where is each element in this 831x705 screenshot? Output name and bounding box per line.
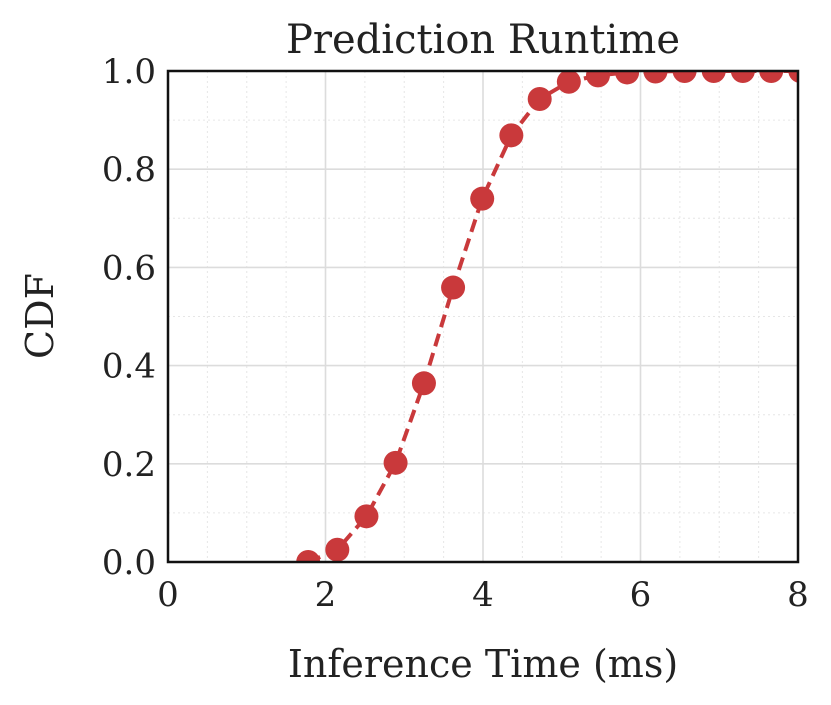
plot-frame (166, 69, 800, 564)
data-point (672, 71, 697, 83)
y-tick-label: 1.0 (102, 52, 156, 92)
data-point (411, 371, 436, 396)
data-point (788, 71, 798, 83)
data-point (759, 71, 784, 83)
data-point (585, 71, 610, 88)
y-tick-label: 0.2 (102, 445, 156, 485)
data-point (556, 71, 581, 94)
data-point (701, 71, 726, 83)
series-layer (296, 71, 798, 562)
y-tick-label: 0.0 (102, 543, 156, 583)
data-point (296, 550, 321, 562)
x-axis-label: Inference Time (ms) (288, 642, 678, 686)
data-point (730, 71, 755, 83)
x-tick-label: 0 (157, 575, 179, 615)
x-tick-label: 2 (315, 575, 337, 615)
x-tick-label: 6 (630, 575, 652, 615)
data-point (325, 537, 350, 562)
data-point (643, 71, 668, 84)
data-point (615, 71, 640, 85)
y-axis-label: CDF (18, 273, 62, 359)
data-point (499, 123, 524, 148)
x-axis-ticks: 0 2 4 6 8 (157, 575, 809, 615)
chart-title: Prediction Runtime (286, 17, 680, 63)
data-point (527, 86, 552, 111)
y-tick-label: 0.6 (102, 248, 156, 288)
data-point (383, 450, 408, 475)
data-point (441, 275, 466, 300)
x-tick-label: 8 (787, 575, 809, 615)
data-point (470, 186, 495, 211)
data-point (354, 504, 379, 529)
y-tick-label: 0.8 (102, 150, 156, 190)
x-tick-label: 4 (472, 575, 494, 615)
y-tick-label: 0.4 (102, 347, 156, 387)
y-axis-ticks: 0.0 0.2 0.4 0.6 0.8 1.0 (102, 52, 156, 583)
